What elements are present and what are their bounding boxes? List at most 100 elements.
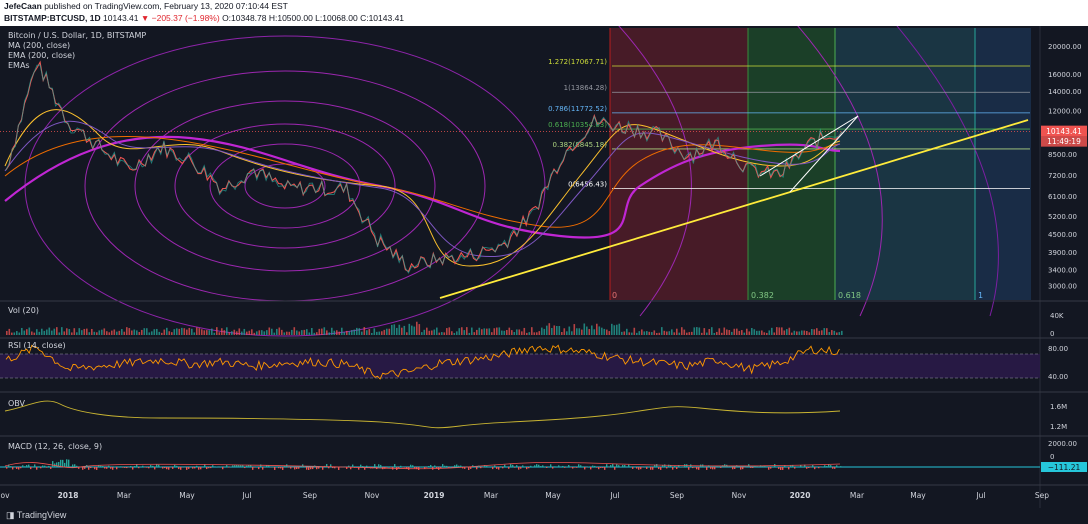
volume-bar <box>391 324 393 335</box>
macd-bar <box>638 467 640 470</box>
volume-bar <box>121 329 123 335</box>
macd-bar <box>142 465 144 467</box>
macd-bar <box>522 465 524 467</box>
macd-bar <box>174 464 176 467</box>
price-chart[interactable]: 0 0.382 0.618 1 1.272(17067.71) 1(13864.2… <box>0 26 1088 508</box>
macd-bar <box>206 467 208 470</box>
volume-bar <box>653 330 656 335</box>
author-name[interactable]: JefeCaan <box>4 1 42 11</box>
macd-bar <box>674 466 676 467</box>
volume-bar <box>168 331 171 335</box>
macd-bar <box>82 467 84 470</box>
legend-ma[interactable]: MA (200, close) <box>8 41 70 50</box>
volume-bar <box>616 324 618 335</box>
legend-emas[interactable]: EMAs <box>8 61 30 70</box>
ma-200-line <box>4 135 841 239</box>
volume-bar <box>138 331 141 335</box>
volume-bar <box>216 327 218 335</box>
volume-bar <box>196 327 198 335</box>
macd-bar <box>186 467 188 470</box>
volume-bar <box>706 332 708 335</box>
time-axis-label: Jul <box>975 491 985 500</box>
volume-bar <box>576 328 578 335</box>
volume-bar <box>361 331 363 335</box>
current-price-badge: 10143.41 11:49:19 <box>1041 125 1087 147</box>
volume-bar <box>841 330 843 335</box>
time-axis-label: Sep <box>670 491 684 500</box>
macd-bar <box>84 467 86 469</box>
volume-bar <box>456 331 458 335</box>
volume-bar <box>143 328 146 335</box>
macd-bar <box>800 465 802 467</box>
macd-bar <box>510 464 512 467</box>
macd-bar <box>422 466 424 467</box>
macd-bar <box>322 467 324 470</box>
macd-bar <box>584 467 586 470</box>
macd-bar <box>462 467 464 469</box>
time-axis-label: May <box>545 491 561 500</box>
volume-bar <box>276 328 278 335</box>
fib-arc-right-3 <box>896 26 999 317</box>
macd-title: MACD (12, 26, close, 9) <box>8 442 102 451</box>
macd-bar <box>468 467 470 470</box>
legend-ema[interactable]: EMA (200, close) <box>8 51 75 60</box>
macd-bar <box>350 467 352 470</box>
volume-bar <box>251 329 253 335</box>
volume-bar <box>696 327 698 335</box>
volume-bar <box>171 332 173 335</box>
volume-bar <box>548 323 551 335</box>
macd-bar <box>76 465 78 467</box>
volume-bar <box>508 327 511 335</box>
volume-bar <box>516 329 518 335</box>
obv-line <box>4 400 841 429</box>
volume-bar <box>353 329 356 335</box>
price-tick: 3000.00 <box>1048 282 1077 290</box>
volume-bar <box>483 328 486 335</box>
long-trendline[interactable] <box>439 119 1029 299</box>
volume-bar <box>716 331 718 335</box>
macd-bar <box>434 465 436 467</box>
macd-bar <box>530 465 532 467</box>
time-axis-label: Jul <box>241 491 251 500</box>
volume-bar <box>111 330 113 335</box>
wedge-lower-line[interactable] <box>789 115 859 193</box>
symbol-name[interactable]: BITSTAMP:BTCUSD, 1D <box>4 13 101 23</box>
macd-bar <box>278 467 280 469</box>
macd-bar <box>600 467 602 468</box>
macd-bar <box>512 464 514 467</box>
volume-bar <box>536 332 538 335</box>
wedge-upper-line[interactable] <box>759 115 859 177</box>
price-tick: 12000.00 <box>1048 107 1081 115</box>
volume-bar <box>493 328 496 335</box>
macd-bar <box>386 467 388 468</box>
macd-bar <box>772 466 774 467</box>
volume-bar <box>418 324 421 335</box>
volume-bar <box>731 331 733 335</box>
volume-bar <box>411 325 413 335</box>
macd-bar <box>784 465 786 467</box>
macd-bar <box>226 465 228 467</box>
macd-bar <box>48 465 50 467</box>
volume-bar <box>506 329 508 335</box>
macd-bar <box>824 465 826 467</box>
volume-bar <box>643 331 646 335</box>
macd-bar <box>180 467 182 470</box>
macd-bar <box>362 465 364 467</box>
time-axis-label: Mar <box>117 491 132 500</box>
change-value: ▼ −205.37 (−1.98%) <box>140 13 220 23</box>
volume-bar <box>708 329 711 335</box>
volume-bar <box>308 332 311 335</box>
macd-bar <box>102 466 104 467</box>
macd-bar <box>120 466 122 467</box>
macd-bar <box>780 467 782 470</box>
time-axis[interactable]: ov 2018 Mar May Jul Sep Nov 2019 Mar May Jul Sep Nov… <box>0 491 1049 500</box>
macd-bar <box>454 465 456 467</box>
macd-bar <box>444 465 446 467</box>
macd-bar <box>124 467 126 468</box>
volume-bar <box>531 327 533 335</box>
fib-level-label: 0.618(10354.03) <box>548 121 607 129</box>
macd-bar <box>752 467 754 468</box>
tradingview-logo[interactable]: ◨ TradingView <box>6 510 66 521</box>
macd-bar <box>192 467 194 469</box>
price-axis[interactable]: 20000.0016000.0014000.0012000.0010000.00… <box>1048 43 1081 290</box>
